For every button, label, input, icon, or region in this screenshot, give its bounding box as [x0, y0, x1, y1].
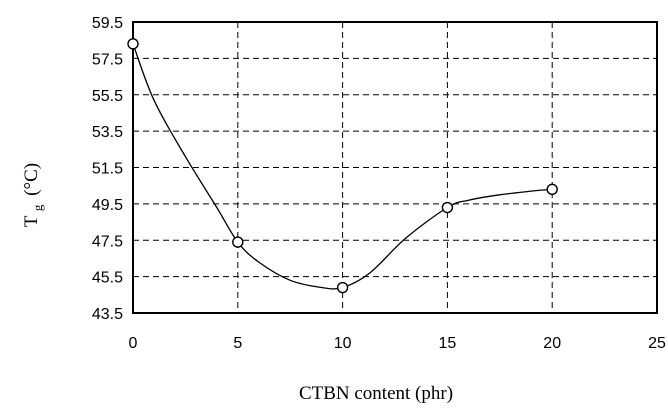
- y-axis-label-main: T: [21, 215, 42, 227]
- marker-layer: [127, 38, 558, 294]
- y-tick-label: 47.5: [92, 233, 123, 250]
- series-line: [132, 43, 553, 290]
- x-tick-label: 25: [648, 335, 666, 352]
- y-tick-label: 55.5: [92, 88, 123, 105]
- x-tick-label: 5: [233, 335, 242, 352]
- data-point-marker: [232, 236, 244, 248]
- y-tick-labels: 59.5 57.5 55.5 53.5 51.5 49.5 47.5 45.5 43.5: [92, 15, 123, 323]
- x-tick-label: 0: [129, 335, 138, 352]
- y-tick-label: 59.5: [92, 15, 123, 32]
- y-tick-label: 45.5: [92, 270, 123, 287]
- y-axis-label: T g (°C): [21, 163, 47, 227]
- y-axis-label-unit: (°C): [21, 163, 42, 196]
- x-tick-label: 20: [543, 335, 561, 352]
- y-tick-label: 49.5: [92, 197, 123, 214]
- y-tick-label: 53.5: [92, 124, 123, 141]
- y-axis-label-subscript: g: [30, 204, 45, 211]
- x-tick-label: 15: [439, 335, 457, 352]
- y-tick-label: 57.5: [92, 51, 123, 68]
- x-tick-label: 10: [334, 335, 352, 352]
- data-point-marker: [127, 38, 139, 50]
- data-point-marker: [546, 183, 558, 196]
- plot-frame: [132, 21, 658, 314]
- x-tick-labels: 0 5 10 15 20 25: [129, 335, 666, 352]
- grid-layer: [133, 22, 657, 313]
- data-point-marker: [336, 281, 349, 294]
- y-tick-label: 43.5: [92, 306, 123, 323]
- curve-layer: [132, 43, 553, 290]
- y-tick-label: 51.5: [92, 161, 123, 178]
- data-point-marker: [441, 201, 454, 214]
- x-axis-label: CTBN content (phr): [299, 383, 453, 404]
